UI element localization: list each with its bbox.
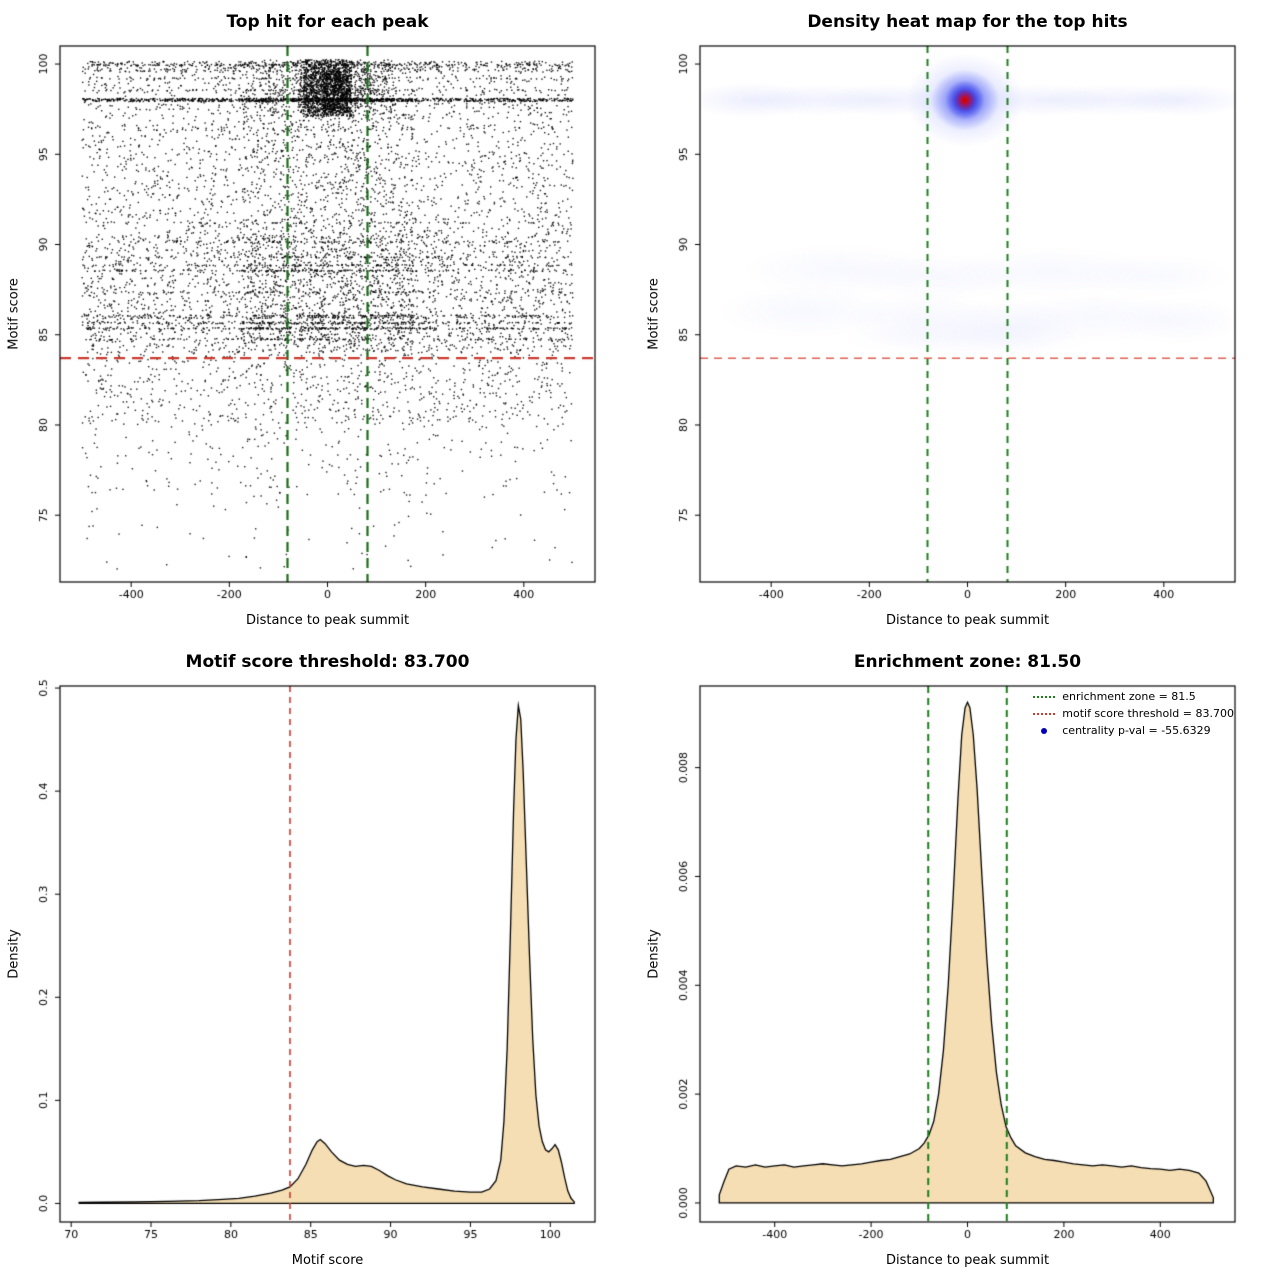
panel-top-hits-scatter: Top hit for each peak Motif score Distan… xyxy=(0,0,640,640)
x-axis-label: Distance to peak summit xyxy=(885,1253,1050,1268)
panel-enrichment-zone-density: Enrichment zone: 81.50 Density Distance … xyxy=(640,640,1280,1280)
y-axis-label: Density xyxy=(646,929,662,979)
panel-title: Enrichment zone: 81.50 xyxy=(853,652,1082,672)
point-icon xyxy=(1041,727,1048,734)
legend-label: enrichment zone = 81.5 xyxy=(1062,690,1196,703)
panel-title: Density heat map for the top hits xyxy=(807,12,1128,32)
plot-legend: enrichment zone = 81.5 motif score thres… xyxy=(1033,688,1234,739)
x-axis-label: Motif score xyxy=(291,1253,364,1268)
legend-item-enrichment-zone: enrichment zone = 81.5 xyxy=(1033,688,1234,705)
x-axis-label: Distance to peak summit xyxy=(885,613,1050,628)
x-axis-label: Distance to peak summit xyxy=(245,613,410,628)
legend-item-score-threshold: motif score threshold = 83.700 xyxy=(1033,705,1234,722)
y-axis-label: Density xyxy=(6,929,22,979)
scatter-plot-canvas xyxy=(0,0,640,640)
legend-label: motif score threshold = 83.700 xyxy=(1062,707,1234,720)
panel-title: Motif score threshold: 83.700 xyxy=(185,652,470,672)
y-axis-label: Motif score xyxy=(6,278,22,350)
legend-label: centrality p-val = -55.6329 xyxy=(1062,724,1211,737)
y-axis-label: Motif score xyxy=(646,278,662,350)
panel-density-heatmap: Density heat map for the top hits Motif … xyxy=(640,0,1280,640)
dotted-line-icon xyxy=(1033,695,1056,698)
heatmap-canvas xyxy=(640,0,1280,640)
distance-density-canvas xyxy=(640,640,1280,1280)
panel-motif-score-density: Motif score threshold: 83.700 Density Mo… xyxy=(0,640,640,1280)
score-density-canvas xyxy=(0,640,640,1280)
panel-title: Top hit for each peak xyxy=(226,12,429,32)
dotted-line-icon xyxy=(1033,712,1056,715)
legend-item-centrality-pval: centrality p-val = -55.6329 xyxy=(1033,722,1234,739)
